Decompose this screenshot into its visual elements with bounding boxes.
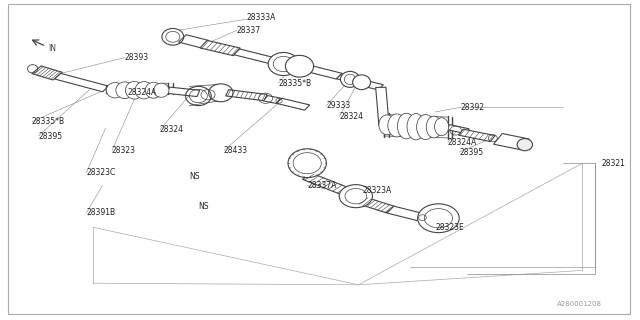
Polygon shape — [359, 80, 383, 90]
Text: 28324: 28324 — [160, 125, 184, 134]
Ellipse shape — [339, 185, 372, 208]
Polygon shape — [387, 206, 426, 221]
Text: NS: NS — [198, 202, 209, 211]
Ellipse shape — [417, 115, 435, 140]
Polygon shape — [179, 35, 209, 48]
Text: 28335*B: 28335*B — [278, 79, 312, 88]
Ellipse shape — [353, 75, 371, 90]
Text: 28323: 28323 — [112, 146, 136, 155]
Polygon shape — [446, 125, 469, 133]
Ellipse shape — [106, 83, 124, 98]
Polygon shape — [234, 49, 278, 64]
Ellipse shape — [154, 83, 169, 97]
Ellipse shape — [426, 116, 442, 138]
Ellipse shape — [288, 149, 326, 178]
Text: 28323C: 28323C — [86, 168, 116, 177]
Polygon shape — [358, 197, 394, 213]
Polygon shape — [303, 173, 353, 196]
Text: 28323A: 28323A — [363, 186, 392, 195]
Text: NS: NS — [189, 172, 199, 180]
Polygon shape — [226, 90, 267, 101]
Ellipse shape — [397, 113, 415, 139]
Polygon shape — [297, 63, 342, 79]
Ellipse shape — [388, 114, 406, 137]
Text: 28391B: 28391B — [86, 208, 116, 217]
Text: 28324A: 28324A — [128, 88, 157, 97]
Text: 28433: 28433 — [224, 146, 248, 155]
Text: A280001208: A280001208 — [557, 301, 602, 307]
Ellipse shape — [285, 55, 314, 77]
Polygon shape — [264, 96, 280, 103]
Ellipse shape — [125, 82, 143, 99]
Polygon shape — [376, 87, 389, 125]
Polygon shape — [458, 129, 495, 141]
Polygon shape — [54, 73, 109, 92]
Text: 28337: 28337 — [237, 26, 261, 35]
Ellipse shape — [379, 115, 396, 135]
Text: 28323E: 28323E — [435, 223, 464, 232]
Text: 28393: 28393 — [125, 53, 149, 62]
Polygon shape — [200, 40, 240, 56]
Text: 28392: 28392 — [461, 103, 485, 112]
Text: 28324A: 28324A — [448, 138, 477, 147]
Text: 28333A: 28333A — [246, 13, 276, 22]
Polygon shape — [32, 66, 62, 80]
Text: 28324: 28324 — [339, 112, 364, 121]
Ellipse shape — [116, 82, 134, 99]
Text: 28321: 28321 — [602, 159, 625, 168]
Text: 28335*B: 28335*B — [32, 117, 65, 126]
Ellipse shape — [268, 52, 299, 76]
Ellipse shape — [418, 204, 460, 233]
Polygon shape — [493, 133, 529, 150]
Text: 28337A: 28337A — [307, 181, 337, 190]
Text: 29333: 29333 — [326, 101, 351, 110]
Ellipse shape — [435, 118, 449, 136]
Text: 28395: 28395 — [460, 148, 484, 156]
Ellipse shape — [407, 114, 425, 140]
Ellipse shape — [145, 82, 162, 98]
Ellipse shape — [517, 139, 532, 151]
Text: IN: IN — [48, 44, 56, 52]
Text: 28395: 28395 — [38, 132, 63, 140]
Polygon shape — [167, 87, 200, 97]
Polygon shape — [337, 74, 358, 83]
Ellipse shape — [135, 82, 153, 99]
Polygon shape — [276, 98, 310, 110]
Ellipse shape — [340, 71, 360, 87]
